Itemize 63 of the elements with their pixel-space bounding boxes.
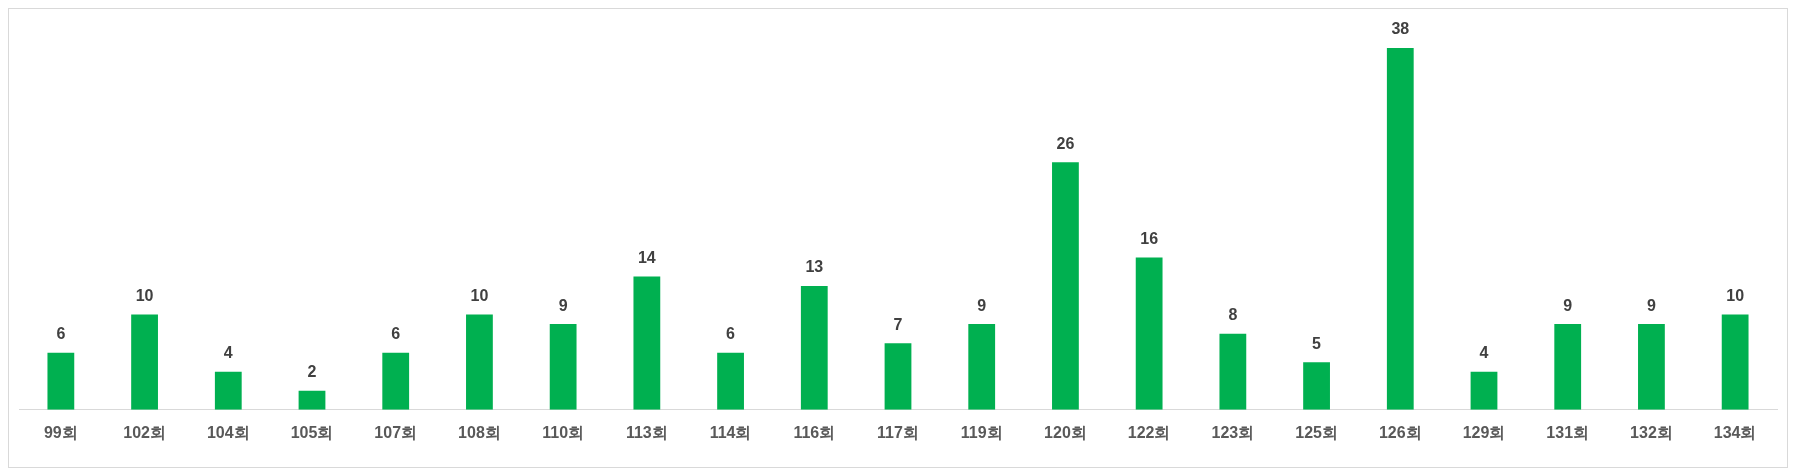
data-label: 10 [1726, 287, 1745, 305]
data-label: 38 [1391, 20, 1410, 38]
x-tick-label: 110회 [542, 423, 585, 441]
data-label: 9 [1646, 296, 1656, 314]
x-tick-label: 117회 [877, 423, 919, 441]
x-tick-label: 131회 [1546, 423, 1590, 441]
x-tick-label: 114회 [709, 423, 752, 441]
data-label: 2 [307, 363, 317, 381]
data-label: 6 [726, 325, 736, 343]
x-tick-label: 119회 [960, 423, 1003, 441]
x-tick-label: 107회 [374, 423, 418, 441]
x-tick-label: 126회 [1378, 423, 1422, 441]
x-tick-label: 122회 [1127, 423, 1171, 441]
bar [1303, 362, 1330, 410]
bar [968, 324, 996, 410]
bar [1721, 314, 1749, 410]
bar [1219, 333, 1247, 410]
x-tick-label: 125회 [1295, 423, 1338, 441]
data-label: 8 [1228, 306, 1238, 324]
bar [466, 314, 493, 410]
x-tick-label: 123회 [1211, 423, 1255, 441]
data-label: 10 [470, 287, 489, 305]
data-label: 4 [223, 344, 233, 362]
bar [214, 371, 242, 410]
bar [1386, 48, 1414, 410]
data-label: 6 [391, 325, 401, 343]
data-label: 6 [56, 325, 66, 343]
data-label: 26 [1056, 134, 1075, 152]
x-tick-label: 120회 [1044, 423, 1087, 441]
x-tick-label: 99회 [43, 423, 78, 441]
x-tick-label: 108회 [458, 423, 501, 441]
data-label: 9 [1563, 296, 1573, 314]
x-tick-label: 129회 [1462, 423, 1506, 441]
bar [131, 314, 158, 410]
data-label: 10 [135, 287, 154, 305]
bar [717, 352, 744, 410]
data-label: 13 [805, 258, 824, 276]
data-label: 4 [1479, 344, 1489, 362]
x-tick-label: 102회 [123, 423, 166, 441]
bar [1638, 324, 1665, 410]
bar [1470, 371, 1498, 410]
x-tick-label: 132회 [1630, 423, 1673, 441]
bar [633, 276, 661, 410]
data-label: 16 [1140, 229, 1159, 247]
data-label: 9 [558, 296, 568, 314]
bar [1554, 324, 1582, 410]
bar [1135, 257, 1163, 410]
x-tick-label: 104회 [206, 423, 250, 441]
bar [549, 324, 577, 410]
x-tick-label: 105회 [290, 423, 334, 441]
bar [1052, 162, 1079, 410]
x-tick-label: 134회 [1713, 423, 1757, 441]
data-label: 5 [1312, 334, 1322, 352]
data-label: 14 [637, 248, 656, 266]
bar [47, 352, 75, 410]
bar [298, 390, 326, 410]
bar [800, 286, 828, 410]
data-label: 9 [977, 296, 987, 314]
data-label: 7 [893, 315, 903, 333]
bar [884, 343, 912, 410]
x-tick-label: 113회 [625, 423, 668, 441]
x-tick-label: 116회 [793, 423, 836, 441]
bar [382, 352, 410, 410]
